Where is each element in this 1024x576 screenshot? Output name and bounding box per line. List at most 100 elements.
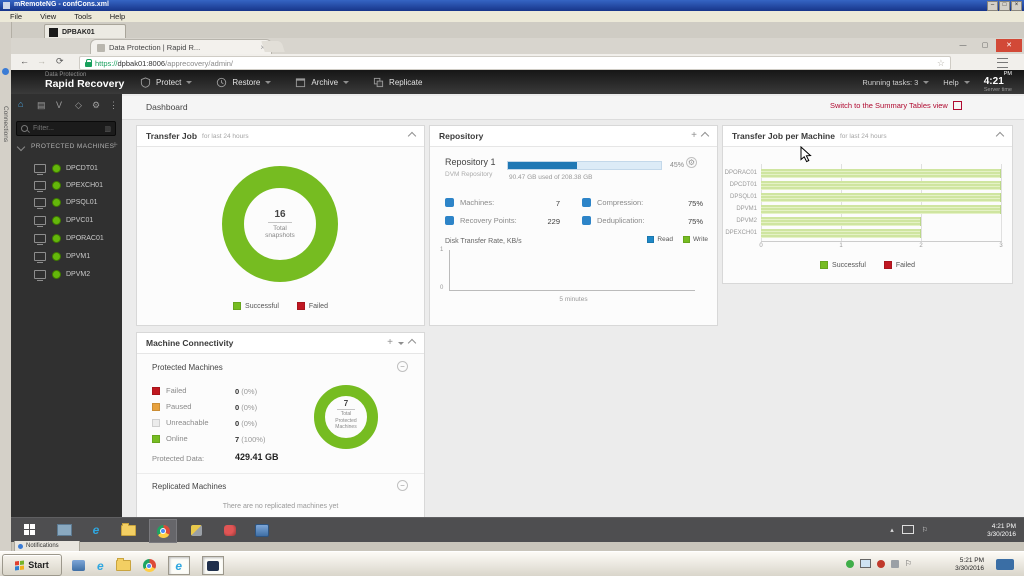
nav-restore[interactable]: Restore (216, 77, 272, 88)
status-online-dot (52, 198, 61, 207)
tray-flag-icon[interactable]: ⚐ (921, 526, 928, 534)
quicklaunch-app-icon[interactable] (72, 560, 85, 571)
reload-icon[interactable]: ⟳ (56, 56, 64, 66)
collapse-chevron-icon[interactable] (407, 338, 417, 348)
status-pct: (0%) (241, 403, 258, 412)
add-icon[interactable]: + (387, 337, 393, 348)
host-tray-flag-icon[interactable]: ⚐ (904, 559, 912, 568)
chevron-down-icon[interactable] (343, 80, 350, 84)
add-repository-icon[interactable]: + (691, 130, 697, 141)
repository-name[interactable]: Repository 1 (445, 157, 496, 167)
host-clock[interactable]: 5:21 PM 3/30/2016 (955, 557, 984, 573)
virtual-standby-icon[interactable]: V (56, 100, 63, 110)
taskbar-file-explorer-icon[interactable] (115, 519, 141, 541)
donut-caption: Total (340, 411, 352, 417)
vm-clock[interactable]: 4:21 PM 3/30/2016 (987, 523, 1016, 539)
recovery-points-stat-icon (445, 216, 454, 225)
browser-close-button[interactable]: ✕ (996, 39, 1022, 52)
connection-tab[interactable]: DPBAK01 (44, 24, 126, 39)
tray-up-arrow-icon[interactable]: ▴ (890, 526, 894, 534)
taskbutton-ie[interactable]: e (167, 556, 190, 575)
switch-summary-view-link[interactable]: Switch to the Summary Tables view (830, 101, 948, 110)
new-tab-button[interactable] (261, 41, 285, 52)
nav-protect[interactable]: Protect (140, 76, 193, 88)
menu-view[interactable]: View (40, 12, 57, 21)
url-path: /apprecovery/admin/ (165, 58, 234, 68)
menu-tools[interactable]: Tools (74, 12, 92, 21)
maximize-button[interactable]: □ (999, 1, 1010, 11)
chevron-down-icon[interactable] (265, 80, 272, 84)
quicklaunch-ie-icon[interactable]: e (97, 558, 104, 573)
host-tray-icon-green[interactable] (845, 559, 854, 568)
host-tray-language-icon[interactable] (996, 559, 1014, 570)
taskbar-ie-icon[interactable]: e (92, 523, 100, 537)
quicklaunch-chrome-icon[interactable] (142, 559, 156, 572)
home-icon[interactable]: ⌂ (18, 99, 24, 109)
collapse-chevron-icon[interactable] (407, 131, 417, 141)
filter-box[interactable]: ▥ (16, 121, 116, 136)
nav-replicate[interactable]: Replicate (373, 77, 422, 88)
menu-help[interactable]: Help (109, 12, 126, 21)
browser-maximize-button[interactable]: ▢ (981, 42, 989, 49)
host-start-button[interactable]: Start (2, 554, 62, 576)
minimize-button[interactable]: – (987, 1, 998, 11)
host-tray-icon-gray[interactable] (890, 559, 899, 568)
tray-network-icon[interactable] (901, 525, 914, 534)
filter-options-icon[interactable]: ▥ (104, 125, 111, 133)
windows-flag-icon (15, 560, 25, 570)
machines-icon[interactable]: ▤ (37, 100, 46, 110)
browser-minimize-button[interactable]: — (959, 42, 967, 49)
nav-restore-label: Restore (232, 77, 261, 87)
machine-name: DPVM1 (66, 253, 91, 260)
sidebar-item-machine[interactable]: DPEXCH01 (0, 178, 111, 193)
quicklaunch-folder-icon[interactable] (115, 558, 131, 571)
donut-total: 7 (343, 399, 349, 408)
filter-input[interactable] (31, 124, 102, 133)
sidebar-item-machine[interactable]: DPVC01 (0, 213, 111, 228)
running-tasks-label: Running tasks: 3 (862, 77, 919, 87)
taskbutton-mremoteng[interactable] (201, 556, 224, 575)
taskbar-chrome-icon[interactable] (149, 519, 177, 543)
sidebar-item-machine[interactable]: DPSQL01 (0, 195, 111, 210)
taskbar-recovery-app-icon[interactable] (217, 519, 243, 541)
status-swatch-unreachable (152, 418, 160, 427)
x-tick: 2 (919, 243, 923, 249)
protected-machines-section[interactable]: PROTECTED MACHINES (16, 142, 114, 151)
chevron-down-icon[interactable] (186, 80, 193, 84)
help-menu[interactable]: Help (943, 78, 970, 87)
address-bar[interactable]: https://dpbak01:8006/apprecovery/admin/ … (79, 56, 951, 70)
more-kebab-icon[interactable]: ⋮ (109, 100, 118, 110)
collapse-section-icon[interactable]: − (397, 361, 408, 372)
sidebar-item-machine[interactable]: DPVM1 (0, 249, 111, 264)
add-machine-icon[interactable]: + (112, 140, 118, 151)
browser-menu-icon[interactable] (997, 58, 1008, 68)
taskbar-server-manager-icon[interactable] (51, 519, 77, 541)
nav-archive[interactable]: Archive (295, 77, 350, 88)
bookmark-star-icon[interactable]: ☆ (936, 57, 945, 68)
start-button[interactable] (24, 524, 35, 535)
sidebar-item-machine[interactable]: DPORAC01 (0, 231, 111, 246)
forward-icon[interactable]: → (37, 56, 46, 66)
bar (761, 193, 1001, 202)
taskbar-license-tool-icon[interactable] (183, 519, 209, 541)
sidebar-item-machine[interactable]: DPCDT01 (0, 161, 111, 176)
host-tray-monitor-icon[interactable] (859, 559, 871, 568)
running-tasks[interactable]: Running tasks: 3 (862, 77, 930, 87)
close-button[interactable]: × (1011, 1, 1022, 11)
legend-read: Read (647, 236, 673, 243)
host-tray-icon-red[interactable] (876, 559, 885, 568)
taskbar-backup-tool-icon[interactable] (249, 519, 275, 541)
browser-tab[interactable]: Data Protection | Rapid R... × (90, 39, 272, 55)
settings-gear-icon[interactable]: ⚙ (92, 100, 101, 110)
menu-triangle-icon[interactable] (398, 341, 404, 345)
events-icon[interactable]: ◇ (75, 100, 82, 110)
collapse-chevron-icon[interactable] (700, 131, 710, 141)
server-time-caption: Server time (983, 87, 1012, 93)
collapse-chevron-icon[interactable] (995, 131, 1005, 141)
sidebar-item-machine[interactable]: DPVM2 (0, 267, 111, 282)
back-icon[interactable]: ← (20, 56, 29, 66)
collapse-section-icon[interactable]: − (397, 480, 408, 491)
menu-file[interactable]: File (10, 12, 23, 21)
summary-view-icon[interactable] (952, 101, 962, 110)
repository-settings-gear-icon[interactable]: ⚙ (686, 157, 697, 168)
